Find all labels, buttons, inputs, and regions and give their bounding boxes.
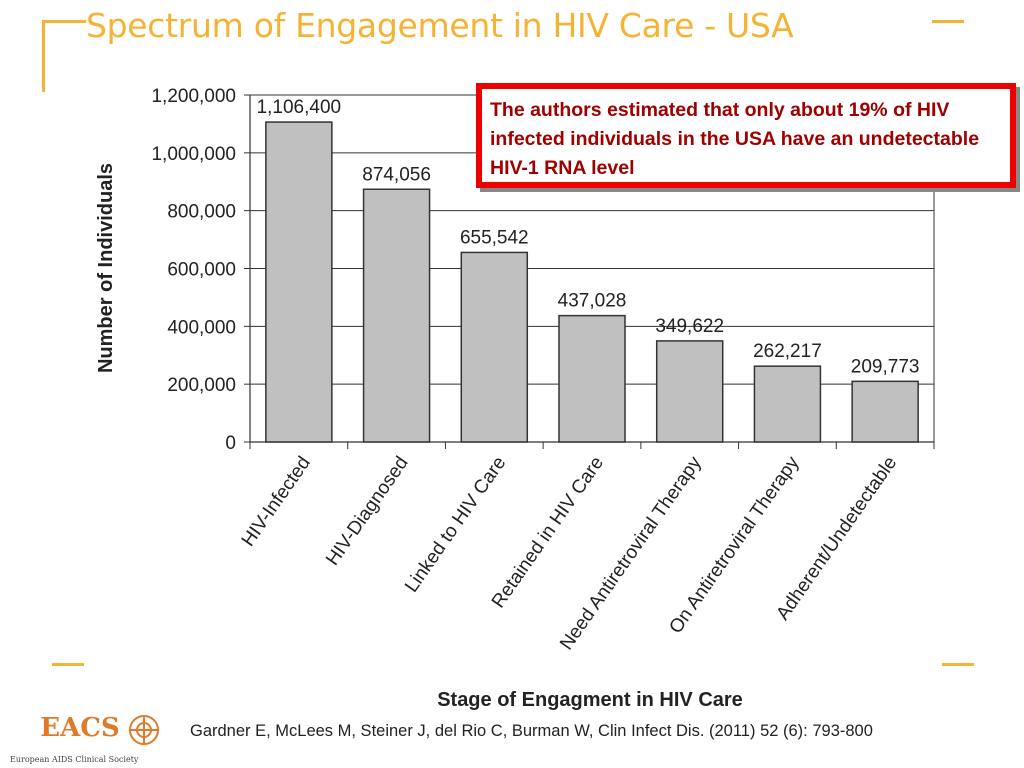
bar-data-label: 1,106,400 [257,97,342,118]
bar [362,188,431,443]
frame-top-right [932,20,964,23]
category-label: HIV-Infected [238,453,315,551]
eacs-logo: EACS European AIDS Clinical Society [10,713,159,764]
frame-bottom-right [942,663,974,666]
citation: Gardner E, McLees M, Steiner J, del Rio … [190,722,873,740]
frame-top-left [42,20,86,23]
bar-data-label: 349,622 [655,316,724,337]
callout-box: The authors estimated that only about 19… [476,83,1016,188]
y-tick-label: 600,000 [167,260,236,281]
bars [265,121,919,443]
y-tick-label: 1,200,000 [151,86,236,107]
logo-emblem-icon [129,715,159,745]
axes: 0 200,000 400,000 600,000 800,000 1,000,000 1,… [151,86,935,454]
logo-letters: EACS [40,713,119,743]
slide-title: Spectrum of Engagement in HIV Care - USA [86,6,794,45]
data-labels: 1,106,400 874,056 655,542 437,028 349,622 262… [257,97,920,377]
bar [851,380,919,443]
y-tick-label: 400,000 [167,317,236,338]
frame-left-vertical [42,20,45,92]
bar-data-label: 655,542 [460,227,529,248]
x-axis-title: Stage of Engagment in HIV Care [437,689,743,711]
bar [265,121,333,443]
bar-data-label: 437,028 [558,291,627,312]
category-label: Retained in HIV Care [488,453,608,612]
y-axis-title: Number of Individuals [95,163,117,373]
bar [558,314,626,443]
logo-caption: European AIDS Clinical Society [10,755,139,764]
bar-data-label: 209,773 [851,356,920,377]
bar [753,365,822,443]
category-label: HIV-Diagnosed [322,453,413,570]
category-label: Linked to HIV Care [401,453,510,597]
y-tick-label: 200,000 [167,375,236,396]
y-tick-label: 0 [225,433,236,454]
y-tick-label: 1,000,000 [151,144,236,165]
bar-data-label: 874,056 [362,164,431,185]
bar [655,340,724,443]
y-tick-label: 800,000 [167,202,236,223]
bar [460,251,529,443]
bar-data-label: 262,217 [753,341,822,362]
frame-bottom-left [52,663,84,666]
